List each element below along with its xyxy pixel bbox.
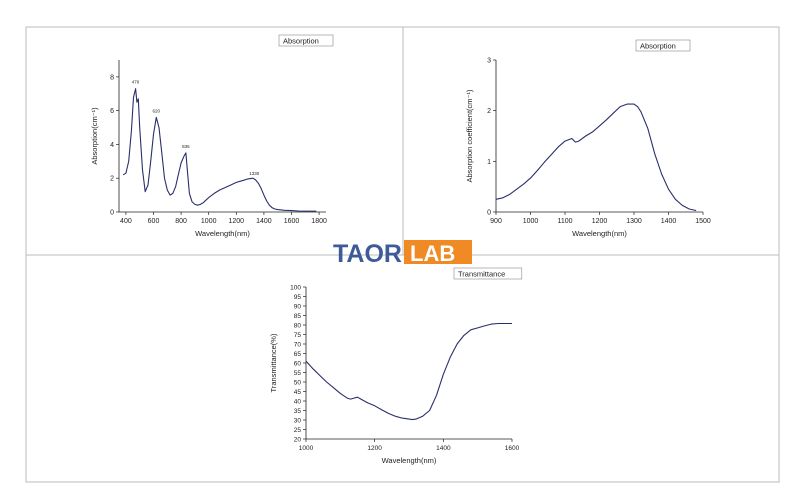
logo-lab-box xyxy=(404,240,472,264)
legend-box xyxy=(635,39,691,52)
logo-text-lab: LAB xyxy=(410,241,455,266)
x-tick-label: 1400 xyxy=(661,218,677,225)
chart-absorption-coefficient: 900 1000 1100 1200 1300 1400 1500 0 1 2 3 Wavelengt… xyxy=(465,39,711,238)
y-tick-label: 65 xyxy=(294,351,302,358)
y-tick-label: 85 xyxy=(294,313,302,320)
x-tick-label: 900 xyxy=(490,218,502,225)
y-tick-label: 45 xyxy=(294,389,302,396)
x-tick-label: 1800 xyxy=(311,218,327,225)
legend-box xyxy=(278,34,334,47)
y-tick-label: 8 xyxy=(110,74,114,81)
peak-label: 470 xyxy=(132,80,140,85)
logo-text-taor: TAOR xyxy=(333,240,402,268)
y-tick-label: 60 xyxy=(294,361,302,368)
y-tick-label: 50 xyxy=(294,380,302,387)
y-tick-label: 55 xyxy=(294,370,302,377)
x-axis-label: Wavelength(nm) xyxy=(382,456,437,465)
y-tick-label: 30 xyxy=(294,418,302,425)
x-tick-label: 1400 xyxy=(436,445,451,452)
legend: Absorption xyxy=(635,39,691,52)
y-tick-label: 40 xyxy=(294,399,302,406)
y-tick-label: 0 xyxy=(487,210,491,217)
x-axis-label: Wavelength(nm) xyxy=(195,229,250,238)
y-tick-label: 2 xyxy=(110,176,114,183)
y-tick-label: 2 xyxy=(487,108,491,115)
y-tick-label: 20 xyxy=(294,437,302,444)
y-tick-label: 90 xyxy=(294,304,302,311)
x-tick-label: 1400 xyxy=(256,218,272,225)
x-tick-label: 1300 xyxy=(626,218,642,225)
chart-absorption: 400 600 800 1000 1200 1400 1600 1800 0 2 4 6 8 Wavele… xyxy=(90,34,334,238)
x-axis-label: Wavelength(nm) xyxy=(572,229,627,238)
y-axis-label: Absorption(cm⁻¹) xyxy=(90,107,99,165)
y-tick-label: 75 xyxy=(294,332,302,339)
series-line xyxy=(305,322,512,421)
peak-label: 620 xyxy=(153,108,161,113)
series-line xyxy=(122,88,317,212)
peak-label: 1330 xyxy=(249,171,260,176)
legend-label: Absorption xyxy=(283,37,319,46)
legend: Transmittance xyxy=(453,267,523,280)
x-tick-label: 1600 xyxy=(284,218,300,225)
legend-label: Absorption xyxy=(640,42,676,51)
x-tick-label: 1500 xyxy=(695,218,711,225)
y-axis-label: Transmittance(%) xyxy=(269,333,278,392)
peak-label: 835 xyxy=(182,144,190,149)
y-tick-label: 4 xyxy=(110,142,114,149)
x-tick-label: 1100 xyxy=(557,218,572,225)
taorlab-logo: TAOR LAB xyxy=(333,240,472,268)
x-tick-label: 1000 xyxy=(523,218,539,225)
legend: Absorption xyxy=(278,34,334,47)
y-tick-label: 100 xyxy=(290,285,301,292)
x-tick-label: 600 xyxy=(148,218,160,225)
y-axis-label: Absorption coefficient(cm⁻¹) xyxy=(465,89,474,183)
x-tick-label: 400 xyxy=(120,218,132,225)
y-tick-label: 95 xyxy=(294,294,302,301)
x-tick-label: 1200 xyxy=(367,445,382,452)
y-tick-label: 25 xyxy=(294,427,302,434)
x-tick-label: 1000 xyxy=(201,218,217,225)
x-tick-label: 800 xyxy=(175,218,187,225)
x-tick-label: 1200 xyxy=(592,218,608,225)
legend-box xyxy=(453,267,523,280)
legend-label: Transmittance xyxy=(458,270,505,279)
x-tick-label: 1600 xyxy=(505,445,520,452)
series-line xyxy=(495,103,697,212)
y-tick-label: 3 xyxy=(487,58,491,65)
y-tick-label: 80 xyxy=(294,323,302,330)
y-tick-label: 6 xyxy=(110,108,114,115)
chart-transmittance: 1000 1200 1400 1600 20 25 30 35 40 45 50 55 60 65 70 75… xyxy=(269,267,523,465)
y-tick-label: 35 xyxy=(294,408,302,415)
y-tick-label: 0 xyxy=(110,210,114,217)
x-tick-label: 1200 xyxy=(229,218,245,225)
x-tick-label: 1000 xyxy=(299,445,314,452)
y-tick-label: 1 xyxy=(487,159,491,166)
y-tick-label: 70 xyxy=(294,342,302,349)
